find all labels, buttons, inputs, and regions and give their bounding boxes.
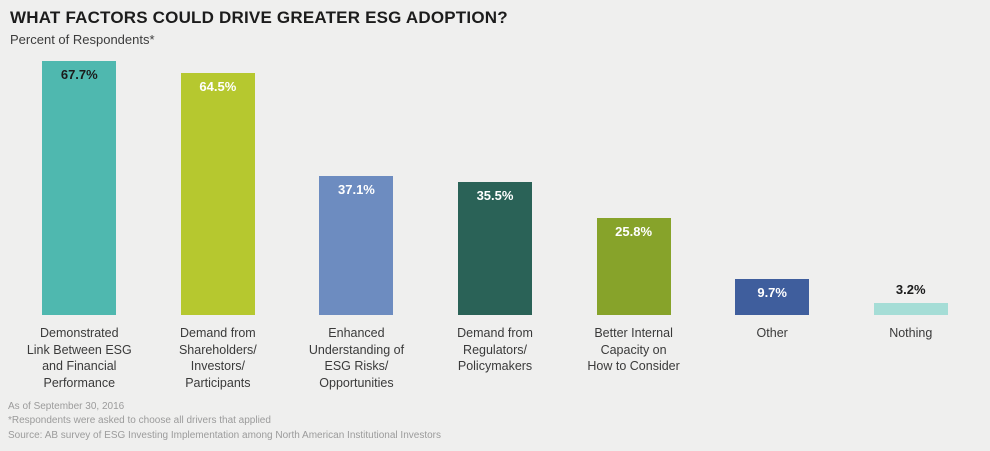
bar: 3.2% xyxy=(873,282,948,315)
chart-subtitle: Percent of Respondents* xyxy=(10,32,155,47)
bar-category-label: Nothing xyxy=(889,326,933,340)
bar-column: 3.2% Nothing xyxy=(841,53,980,342)
bar: 9.7% xyxy=(735,278,810,315)
bar-value-label: 3.2% xyxy=(895,282,926,297)
bar-area: 64.5% xyxy=(180,53,255,315)
bar-value-label: 64.5% xyxy=(199,79,237,95)
bar: 37.1% xyxy=(319,175,394,315)
bar-column: 9.7% Other xyxy=(703,53,842,342)
bar-category-label: Demand from Shareholders/Investors/Partic… xyxy=(178,326,257,390)
bar-category-label: Other xyxy=(756,326,788,340)
bar-chart: 67.7% Demonstrated Link Between ESG and Fin… xyxy=(0,53,990,391)
bar-category-label: Demonstrated Link Between ESG and Financia… xyxy=(26,326,132,390)
bar-category-label: Better Internal Capacity on How to Conside… xyxy=(587,326,680,373)
bar-area: 37.1% xyxy=(319,53,394,315)
bar-area: 35.5% xyxy=(458,53,533,315)
bar-category-label: Demand from Regulators/Policymakers xyxy=(457,326,533,373)
bar: 64.5% xyxy=(180,73,255,315)
footnote-respondents: *Respondents were asked to choose all dr… xyxy=(8,415,271,426)
chart-title: WHAT FACTORS COULD DRIVE GREATER ESG ADO… xyxy=(10,8,508,27)
bar-value-label: 9.7% xyxy=(757,284,787,300)
bar: 25.8% xyxy=(596,218,671,315)
bar: 35.5% xyxy=(458,181,533,315)
footnote-source: Source: AB survey of ESG Investing Imple… xyxy=(8,429,441,441)
bar-column: 35.5% Demand from Regulators/Policymakers xyxy=(426,53,565,375)
bar-area: 67.7% xyxy=(42,53,117,315)
bar-area: 9.7% xyxy=(735,53,810,315)
bar-value-label: 35.5% xyxy=(476,187,514,203)
chart-footnotes: As of September 30, 2016 *Respondents we… xyxy=(0,400,990,451)
footnote-asof: As of September 30, 2016 xyxy=(8,400,125,412)
bar-value-label: 67.7% xyxy=(60,67,98,83)
bar-column: 37.1% Enhanced Understanding of ESG Risks/O… xyxy=(287,53,426,391)
bar-column: 64.5% Demand from Shareholders/Investors/P… xyxy=(149,53,288,391)
bar-category-label: Enhanced Understanding of ESG Risks/Opport… xyxy=(308,326,405,390)
bar-value-label: 37.1% xyxy=(338,181,375,197)
bar-column: 25.8% Better Internal Capacity on How to Co… xyxy=(564,53,703,375)
bar-value-label: 25.8% xyxy=(615,224,653,240)
bar-area: 25.8% xyxy=(596,53,671,315)
bar-area: 3.2% xyxy=(873,53,948,315)
bar-column: 67.7% Demonstrated Link Between ESG and Fin… xyxy=(10,53,149,391)
bar: 67.7% xyxy=(42,61,117,315)
chart-header: WHAT FACTORS COULD DRIVE GREATER ESG ADO… xyxy=(0,0,990,47)
